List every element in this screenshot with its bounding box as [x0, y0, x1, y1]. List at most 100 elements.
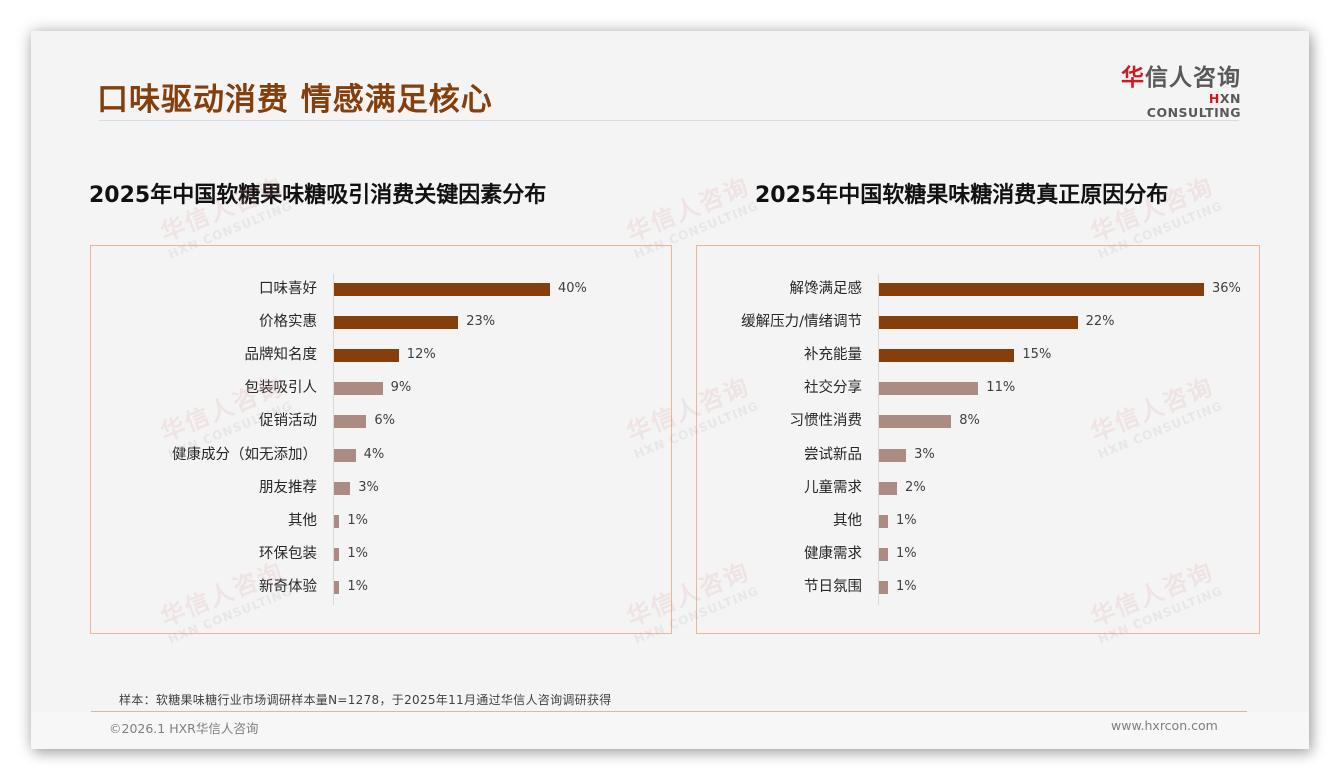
footer-band — [31, 712, 1309, 749]
bar-category-label: 口味喜好 — [259, 281, 317, 297]
bar-row: 尝试新品 3% — [697, 439, 1259, 472]
logo-en-rest: XN CONSULTING — [1146, 91, 1241, 120]
bar-category-label: 包装吸引人 — [244, 380, 318, 397]
bar-category-label: 新奇体验 — [259, 578, 317, 595]
bar — [879, 481, 898, 495]
chart-panel-real-reasons: 解馋满足感 36% 缓解压力/情绪调节 22% 补充能量 15% 社交分享 11% 习惯性消费 8… — [696, 245, 1260, 634]
bar-category-label: 朋友推荐 — [259, 479, 317, 496]
bar — [879, 547, 889, 561]
bar-row: 口味喜好 40% — [91, 273, 671, 306]
bar-value-label: 1% — [347, 545, 369, 561]
slide: 口味驱动消费 情感满足核心 华信人咨询 HXN CONSULTING 2025年… — [31, 31, 1309, 749]
bar-category-label: 尝试新品 — [804, 446, 862, 463]
bar-row: 环保包装 1% — [91, 538, 671, 571]
bar-category-label: 其他 — [833, 512, 862, 529]
bar-category-label: 品牌知名度 — [244, 347, 318, 364]
bar-value-label: 2% — [905, 479, 926, 495]
bar-category-label: 儿童需求 — [804, 479, 862, 496]
bar — [334, 481, 351, 495]
bar-value-label: 11% — [986, 380, 1016, 396]
bar-category-label: 解馋满足感 — [789, 281, 863, 297]
bar-value-label: 3% — [358, 479, 379, 495]
bar-value-label: 6% — [374, 413, 396, 429]
bar — [879, 415, 952, 429]
bar-value-label: 1% — [896, 578, 917, 594]
category-axis — [333, 274, 334, 605]
bar — [879, 448, 907, 462]
page-title: 口味驱动消费 情感满足核心 — [97, 82, 493, 118]
bar-row: 其他 1% — [697, 505, 1259, 538]
bar-category-label: 促销活动 — [259, 413, 317, 430]
bar-row: 儿童需求 2% — [697, 472, 1259, 505]
bar — [879, 382, 979, 396]
bar-value-label: 22% — [1085, 314, 1115, 330]
bar-row: 包装吸引人 9% — [91, 372, 671, 405]
bar — [879, 283, 1204, 296]
chart-title-real-reasons: 2025年中国软糖果味糖消费真正原因分布 — [755, 183, 1169, 208]
bar-category-label: 其他 — [288, 512, 317, 529]
website-link[interactable]: www.hxrcon.com — [1111, 718, 1218, 733]
footer-divider — [91, 711, 1247, 712]
bar — [879, 316, 1078, 330]
bar-row: 其他 1% — [91, 505, 671, 538]
chart-title-attraction-factors: 2025年中国软糖果味糖吸引消费关键因素分布 — [89, 183, 547, 208]
bar-category-label: 社交分享 — [804, 380, 862, 397]
bar-value-label: 1% — [347, 512, 369, 528]
bar-category-label: 健康成分（如无添加） — [172, 446, 317, 463]
bar-row: 健康需求 1% — [697, 538, 1259, 571]
bar-row: 健康成分（如无添加） 4% — [91, 439, 671, 472]
title-divider — [99, 120, 1239, 121]
bar — [334, 580, 340, 594]
bar-value-label: 1% — [347, 578, 369, 594]
bar-value-label: 12% — [406, 347, 436, 363]
bar-value-label: 1% — [896, 545, 917, 561]
logo-cn-first-char: 华 — [1121, 65, 1145, 91]
bar — [334, 448, 356, 462]
bar-value-label: 15% — [1022, 347, 1052, 363]
logo-english: HXN CONSULTING — [1111, 92, 1241, 120]
logo-chinese: 华信人咨询 — [1111, 64, 1241, 92]
bar — [334, 514, 340, 528]
bar-row: 补充能量 15% — [697, 339, 1259, 372]
watermark-cn: 华信人咨询 — [622, 172, 754, 247]
bar — [334, 382, 383, 396]
bar-row: 促销活动 6% — [91, 405, 671, 438]
bar — [334, 415, 367, 429]
bar — [334, 547, 340, 561]
bar-value-label: 4% — [363, 446, 385, 462]
bar-row: 社交分享 11% — [697, 372, 1259, 405]
bar — [334, 283, 550, 296]
bar — [879, 349, 1015, 363]
copyright-text: ©2026.1 HXR华信人咨询 — [109, 721, 259, 736]
bar-row: 价格实惠 23% — [91, 306, 671, 339]
bar-category-label: 节日氛围 — [804, 578, 862, 595]
bar-row: 缓解压力/情绪调节 22% — [697, 306, 1259, 339]
bar-category-label: 习惯性消费 — [789, 413, 863, 430]
bar-category-label: 价格实惠 — [259, 314, 317, 331]
bar-row: 朋友推荐 3% — [91, 472, 671, 505]
bar-value-label: 3% — [914, 446, 935, 462]
bar-row: 节日氛围 1% — [697, 571, 1259, 604]
bar-row: 新奇体验 1% — [91, 571, 671, 604]
bar — [879, 580, 889, 594]
bar-value-label: 8% — [959, 413, 980, 429]
bar-value-label: 9% — [390, 380, 412, 396]
bar-value-label: 1% — [896, 512, 917, 528]
bar-category-label: 健康需求 — [804, 545, 862, 562]
logo-en-first-char: H — [1208, 91, 1220, 106]
brand-logo: 华信人咨询 HXN CONSULTING — [1111, 64, 1241, 120]
source-note: 样本：软糖果味糖行业市场调研样本量N=1278，于2025年11月通过华信人咨询… — [119, 693, 612, 707]
bar — [334, 349, 399, 363]
category-axis — [878, 274, 879, 605]
logo-cn-rest: 信人咨询 — [1145, 65, 1241, 91]
bar — [879, 514, 889, 528]
bar-row: 解馋满足感 36% — [697, 273, 1259, 306]
bar-category-label: 缓解压力/情绪调节 — [741, 314, 862, 331]
bar-row: 品牌知名度 12% — [91, 339, 671, 372]
bar-row: 习惯性消费 8% — [697, 405, 1259, 438]
chart-panel-attraction-factors: 口味喜好 40% 价格实惠 23% 品牌知名度 12% 包装吸引人 9% 促销活动 6% 健康成分（… — [90, 245, 672, 634]
bar-value-label: 36% — [1212, 281, 1241, 296]
bar-category-label: 环保包装 — [259, 545, 317, 562]
bar-value-label: 23% — [466, 314, 496, 330]
bar-category-label: 补充能量 — [804, 347, 862, 364]
